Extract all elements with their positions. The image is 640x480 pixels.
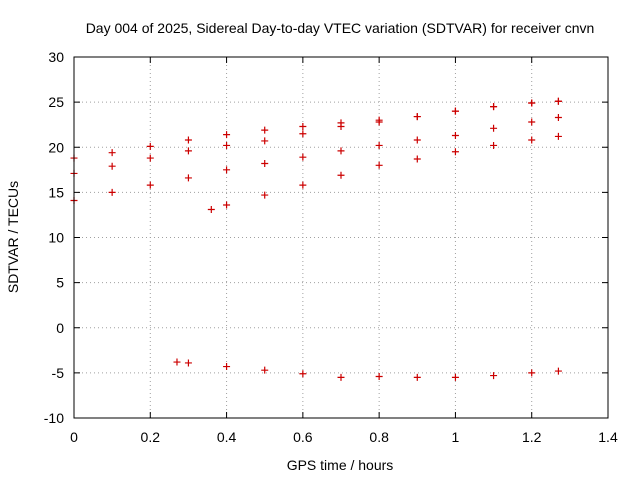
data-point xyxy=(451,107,459,115)
data-point xyxy=(490,141,498,149)
data-point xyxy=(223,201,231,209)
data-point xyxy=(261,137,269,145)
data-point xyxy=(108,188,116,196)
data-point xyxy=(337,171,345,179)
series-track-4 xyxy=(207,132,562,214)
y-tick-label: 30 xyxy=(48,49,64,65)
data-point xyxy=(223,131,231,139)
data-point xyxy=(207,206,215,214)
data-point xyxy=(451,373,459,381)
data-point xyxy=(184,136,192,144)
plot-frame xyxy=(73,56,609,419)
y-tick-label: 0 xyxy=(56,320,64,336)
data-point xyxy=(337,122,345,130)
data-point xyxy=(223,141,231,149)
series-track-5 xyxy=(173,358,562,381)
data-point xyxy=(299,130,307,138)
data-point xyxy=(261,191,269,199)
y-tick-label: 15 xyxy=(48,184,64,200)
data-point xyxy=(146,181,154,189)
data-point xyxy=(554,367,562,375)
data-point xyxy=(108,162,116,170)
data-point xyxy=(146,154,154,162)
data-point xyxy=(413,155,421,163)
data-point xyxy=(299,181,307,189)
data-point xyxy=(528,99,536,107)
grid xyxy=(74,57,608,418)
data-point xyxy=(451,148,459,156)
x-tick-label: 0.8 xyxy=(369,429,389,445)
data-point xyxy=(299,122,307,130)
series-track-2 xyxy=(70,97,562,177)
data-point xyxy=(146,142,154,150)
data-point xyxy=(375,372,383,380)
data-point xyxy=(554,97,562,105)
data-point xyxy=(184,359,192,367)
data-point xyxy=(261,159,269,167)
x-tick-label: 1.4 xyxy=(598,429,618,445)
data-point xyxy=(184,174,192,182)
data-point xyxy=(451,132,459,140)
y-tick-label: -10 xyxy=(44,410,64,426)
data-point xyxy=(184,147,192,155)
data-point xyxy=(413,136,421,144)
data-point xyxy=(223,166,231,174)
series-track-3 xyxy=(70,113,562,204)
data-point xyxy=(554,113,562,121)
data-point xyxy=(173,358,181,366)
data-point xyxy=(413,113,421,121)
y-tick-label: -5 xyxy=(52,365,65,381)
y-tick-label: 5 xyxy=(56,275,64,291)
data-point xyxy=(413,373,421,381)
x-tick-label: 0.2 xyxy=(141,429,161,445)
data-point xyxy=(223,363,231,371)
data-point xyxy=(108,149,116,157)
y-tick-label: 10 xyxy=(48,230,64,246)
x-tick-label: 0 xyxy=(70,429,78,445)
data-point xyxy=(528,118,536,126)
data-points xyxy=(70,97,562,381)
x-tick-label: 1.2 xyxy=(522,429,542,445)
x-tick-label: 0.4 xyxy=(217,429,237,445)
x-axis-label: GPS time / hours xyxy=(287,457,394,473)
x-tick-label: 0.6 xyxy=(293,429,313,445)
series-track-1 xyxy=(70,97,562,162)
data-point xyxy=(337,373,345,381)
data-point xyxy=(375,161,383,169)
data-point xyxy=(528,369,536,377)
y-axis-label: SDTVAR / TECUs xyxy=(5,181,21,293)
y-tick-label: 25 xyxy=(48,94,64,110)
data-point xyxy=(490,372,498,380)
data-point xyxy=(261,366,269,374)
data-point xyxy=(528,136,536,144)
data-point xyxy=(490,124,498,132)
data-point xyxy=(299,153,307,161)
data-point xyxy=(337,147,345,155)
y-tick-label: 20 xyxy=(48,139,64,155)
data-point xyxy=(375,118,383,126)
data-point xyxy=(299,370,307,378)
chart-title: Day 004 of 2025, Sidereal Day-to-day VTE… xyxy=(86,20,595,36)
data-point xyxy=(490,103,498,111)
x-tick-label: 1 xyxy=(452,429,460,445)
data-point xyxy=(261,126,269,134)
data-point xyxy=(375,141,383,149)
data-point xyxy=(554,132,562,140)
